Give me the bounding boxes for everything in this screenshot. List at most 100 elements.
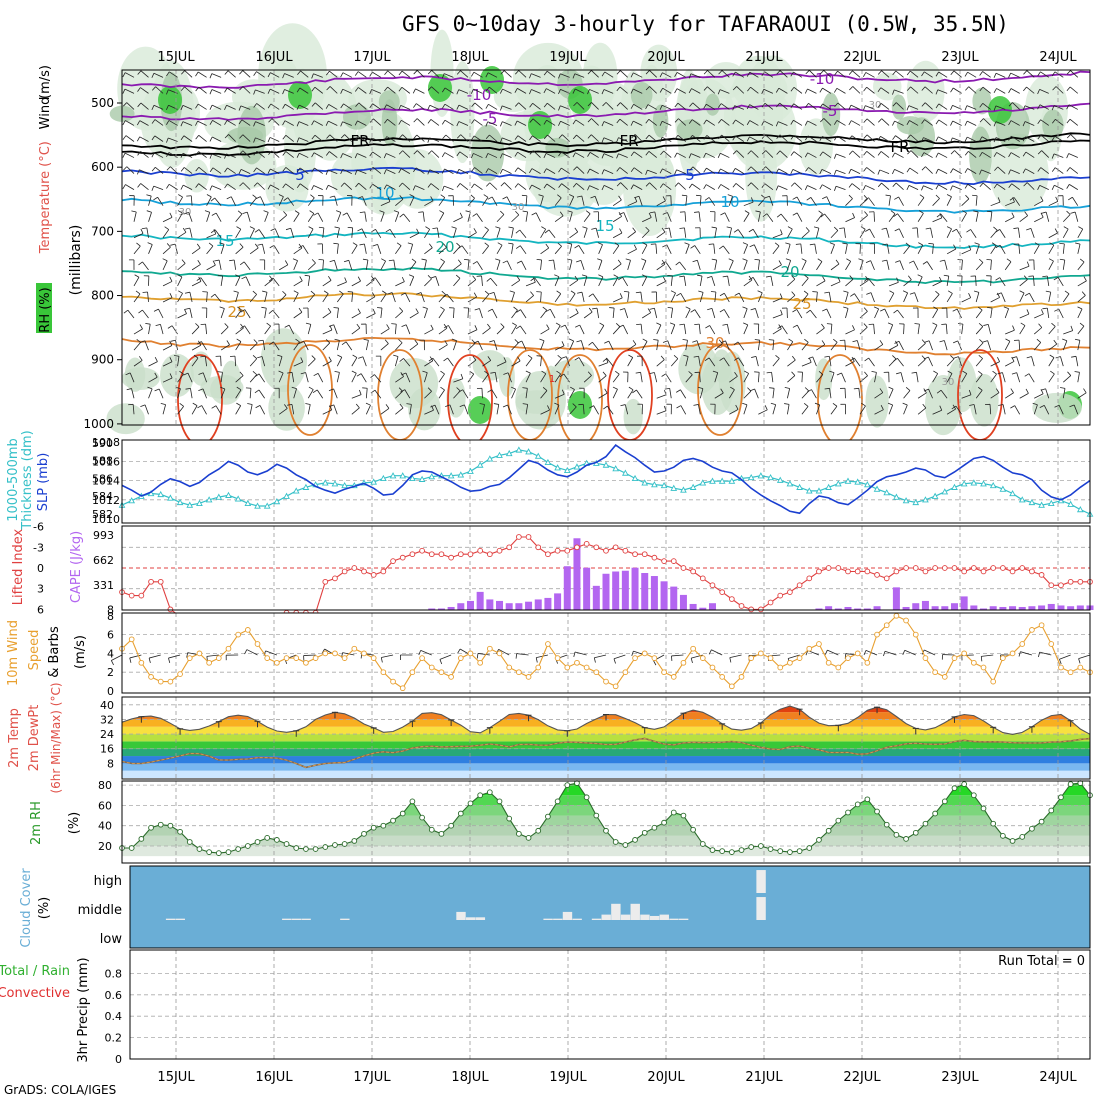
wind-barb-flag	[964, 105, 968, 111]
wind-barb-flag	[473, 292, 478, 298]
lifted-index-line-point	[612, 544, 619, 551]
rh-line-point	[932, 810, 938, 817]
thickness-line-point	[263, 502, 271, 509]
date-label-top: 24JUL	[1039, 50, 1077, 65]
wind-barb-flag	[226, 196, 232, 200]
wind-barb-flag	[182, 227, 187, 233]
cape-bar	[554, 593, 562, 610]
wind-barb	[899, 260, 904, 271]
wind-barb	[764, 183, 774, 190]
lifted-index-tick-label: -3	[33, 541, 44, 554]
wind-barb	[779, 70, 788, 78]
wind-barb-flag	[832, 402, 838, 407]
wind-barb	[438, 212, 445, 222]
wind-barb	[249, 247, 259, 255]
wind-barb-flag	[296, 137, 300, 143]
wind-barb-flag	[529, 150, 534, 155]
wind-barb	[416, 134, 425, 142]
wind-barb-flag	[515, 210, 520, 216]
thickness-line-point	[273, 497, 281, 505]
wind-barb-flag	[601, 137, 605, 143]
wind-barb-flag	[676, 389, 681, 393]
wind-barb	[1039, 104, 1049, 110]
wind-barb	[430, 119, 440, 126]
wind-speed-line-point	[661, 669, 667, 676]
wind-barb	[641, 244, 648, 255]
wind-barb	[1053, 105, 1064, 110]
wind-barb-flag	[253, 121, 256, 127]
wind-barb	[706, 135, 716, 142]
wind-barb	[393, 259, 396, 270]
wind-barb	[467, 359, 477, 367]
wind-barb	[923, 152, 933, 158]
wind-barb-flag	[675, 261, 680, 266]
wind-barb	[373, 118, 382, 126]
wind-barb-flag	[659, 137, 663, 143]
thickness-line-point	[989, 481, 997, 489]
wind-barb-flag	[591, 227, 597, 230]
wind-barb-flag	[597, 242, 603, 245]
wind-barb-flag	[587, 89, 590, 95]
rh-line-point	[835, 817, 842, 824]
wind-barb-flag	[326, 134, 331, 139]
wind-barb	[569, 293, 576, 303]
rh-shade	[273, 59, 298, 90]
wind-barb	[273, 245, 280, 255]
wind-barb-flag	[267, 184, 271, 190]
wind-barb	[793, 71, 803, 78]
wind-barb-flag	[864, 277, 869, 282]
wind-barb	[361, 228, 367, 238]
wind-barb-flag	[166, 152, 170, 157]
wind-barb-flag	[892, 182, 897, 187]
wind-barb-flag	[719, 292, 725, 297]
wind-barb-flag	[1006, 258, 1012, 263]
wind-barb-flag	[922, 403, 927, 409]
rh-line-point	[951, 785, 958, 791]
wind-barb	[754, 388, 759, 399]
wind-barb	[859, 326, 868, 335]
wind-barb	[473, 71, 483, 78]
wind-barb	[293, 213, 300, 222]
wind-barb-flag	[236, 226, 242, 230]
wind-barb	[220, 372, 223, 383]
wind-barb	[641, 276, 648, 287]
wind-speed-line-point	[903, 617, 909, 624]
wind-barb	[488, 168, 498, 174]
wind-barb	[579, 324, 585, 335]
wind-barb-flag	[720, 340, 726, 344]
wind-barb	[982, 71, 991, 78]
wind-barb-flag	[298, 307, 303, 313]
wind-barb	[1062, 293, 1070, 303]
wind-barb	[845, 217, 855, 223]
wind-speed-line-point	[448, 674, 454, 680]
wind-barb-flag	[921, 137, 924, 143]
wind-barb	[736, 150, 745, 158]
wind-barb	[569, 231, 578, 239]
wind-barb	[342, 153, 352, 158]
cape-bar	[892, 587, 900, 610]
wind-barb	[205, 324, 207, 335]
wind-barb-flag	[166, 137, 169, 143]
wind-barb	[928, 356, 933, 367]
wind-barb	[743, 404, 748, 415]
wind-barb	[336, 227, 340, 238]
wind-barb-flag	[757, 290, 763, 294]
wind-barb-flag	[839, 227, 845, 229]
wind-barb-flag	[472, 261, 478, 265]
wind-barb	[200, 277, 207, 287]
wind-barb-flag	[1037, 89, 1040, 95]
wind-barb-flag	[906, 185, 910, 191]
wind-barb-flag	[224, 167, 228, 173]
wind-barb	[479, 308, 483, 319]
wind-barb	[591, 118, 599, 126]
wind-barb-flag	[257, 356, 263, 359]
wind-barb-flag	[427, 137, 430, 143]
wind-barb-flag	[1011, 356, 1017, 359]
wind-speed-line-point	[796, 655, 803, 661]
wind-barb-flag	[986, 210, 992, 213]
wind-barb	[612, 373, 620, 383]
wind-barb	[511, 214, 520, 223]
wind-barb-flag	[921, 166, 926, 171]
slp-tick-label: 1014	[92, 475, 120, 488]
wind-barb-flag	[615, 323, 621, 327]
